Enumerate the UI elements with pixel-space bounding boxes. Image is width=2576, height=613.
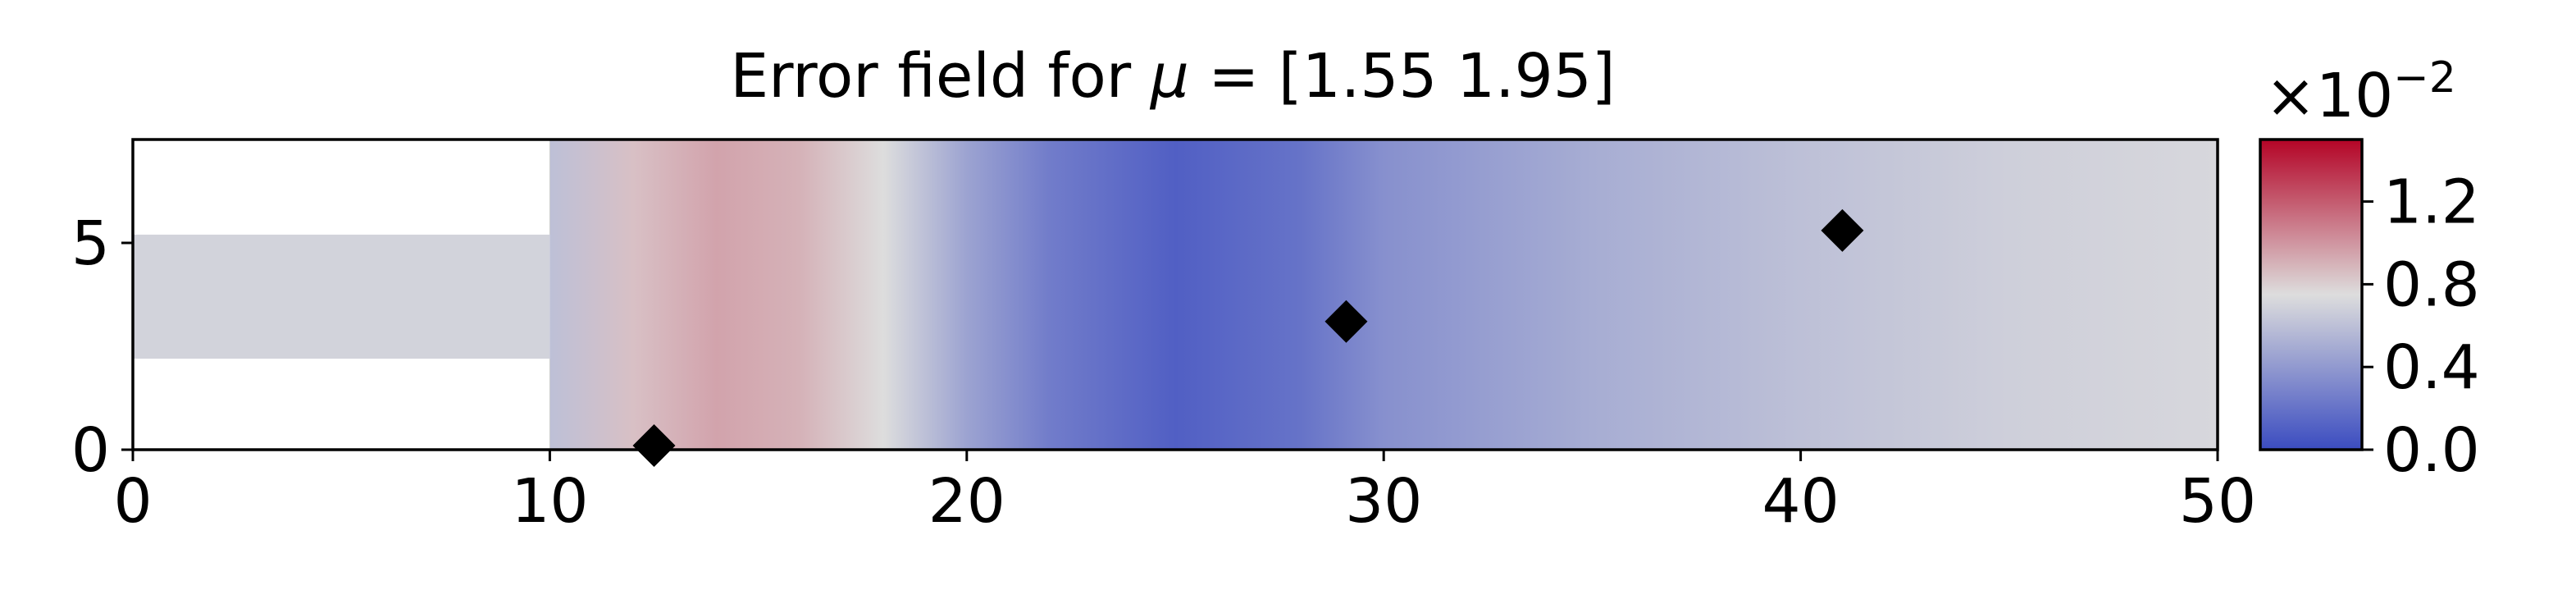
x-tick-label: 0 [113,466,152,537]
x-axis: 0 10 20 30 40 50 [113,450,2256,537]
y-tick-label: 0 [71,415,110,486]
x-tick-label: 40 [1762,466,1840,537]
y-axis: 05 [71,208,133,486]
colorbar-scale [2259,138,2364,451]
main-channel-field [549,140,2218,450]
x-tick-label: 30 [1345,466,1422,537]
chart-title: Error field for μ = [1.55 1.95] [730,41,1615,112]
x-tick-label: 20 [928,466,1005,537]
colorbar-tick-label: 0.8 [2383,249,2480,320]
plot-area [131,138,2219,467]
colorbar-tick-label: 0.0 [2383,415,2480,486]
x-tick-label: 10 [511,466,588,537]
colorbar-tick-label: 1.2 [2383,167,2480,238]
y-tick-label: 5 [71,208,110,279]
sensor-marker-1 [632,423,676,467]
colorbar-tick-label: 0.4 [2383,332,2480,403]
x-tick-label: 50 [2179,466,2256,537]
sensor-marker-2 [1324,300,1368,343]
colorbar-scale-label: ×10−2 [2265,53,2456,131]
plot-frame [131,138,2219,451]
sensor-marker-3 [1821,208,1864,252]
colorbar: 0.0 0.4 0.8 1.2 [2259,138,2480,486]
inlet-channel-field [133,234,550,359]
